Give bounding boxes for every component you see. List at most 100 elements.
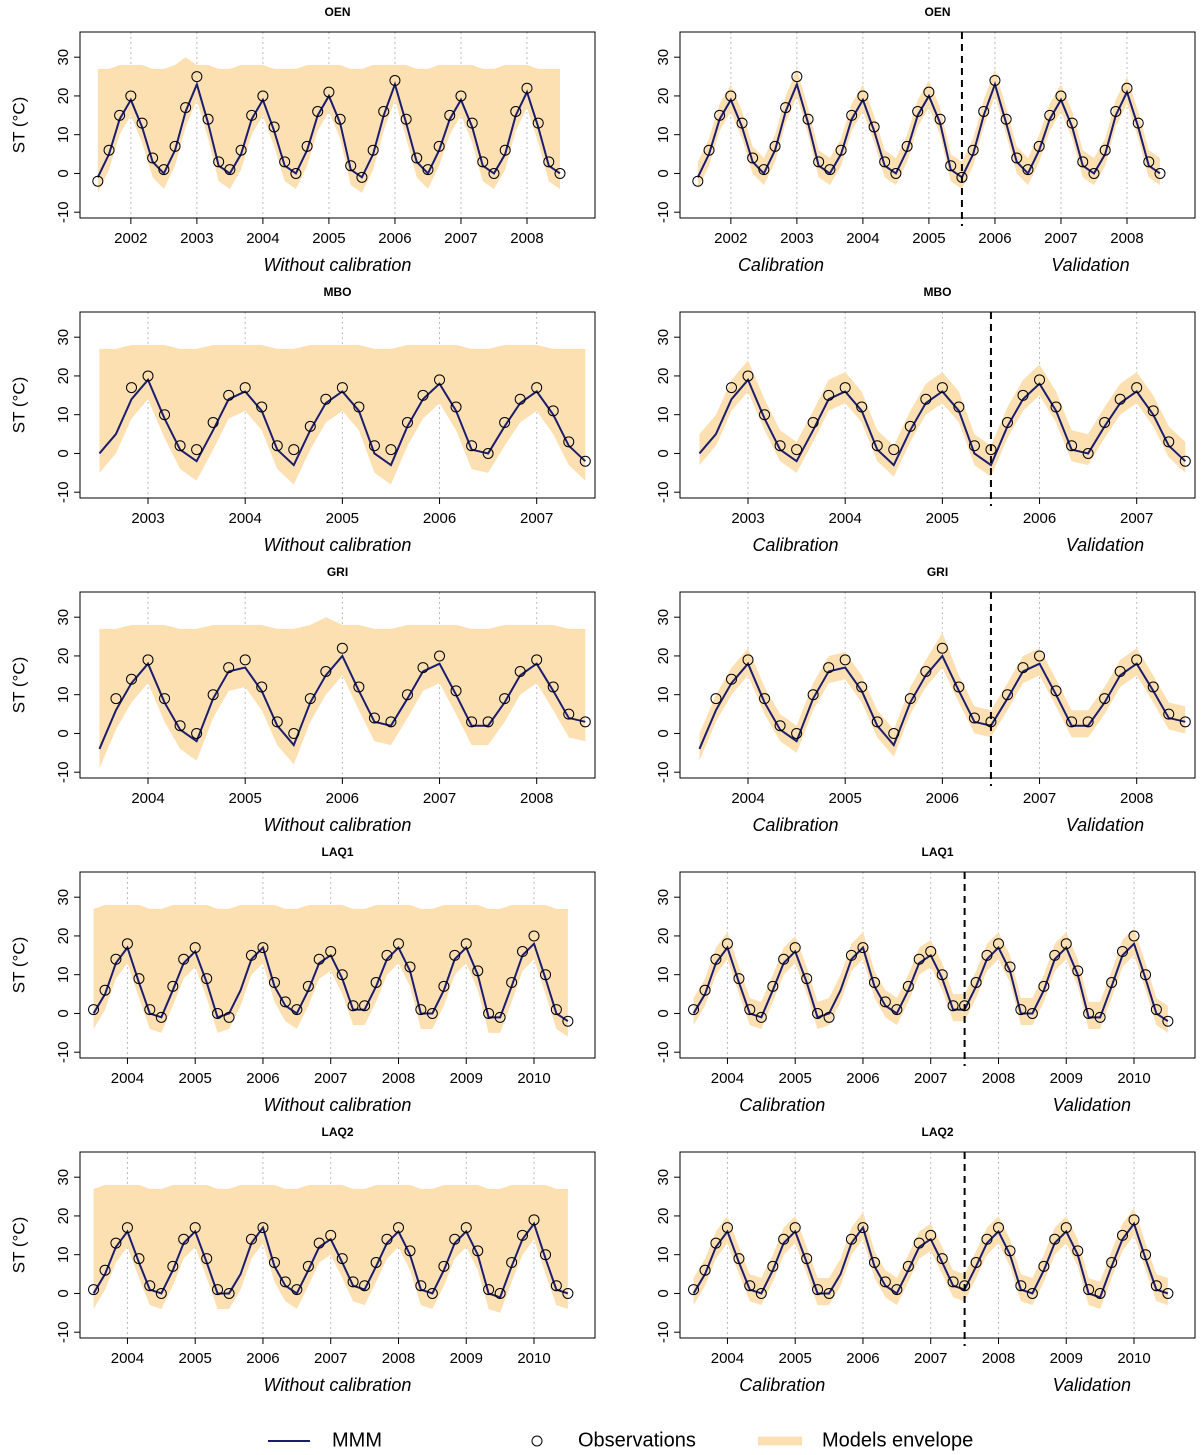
observation [868, 976, 880, 988]
observation [1038, 1260, 1050, 1272]
y-tick-label: 20 [655, 368, 672, 385]
observation [823, 662, 835, 674]
observation [807, 416, 819, 428]
observation [336, 642, 348, 654]
x-tick-label: 2008 [982, 1070, 1015, 1087]
observation [992, 1222, 1004, 1234]
observation [540, 969, 552, 981]
x-tick-label: 2006 [926, 790, 959, 807]
x-tick-label: 2004 [246, 230, 279, 247]
observation [791, 71, 803, 83]
observation [1033, 140, 1045, 152]
observation [823, 1287, 835, 1299]
observation [774, 440, 786, 452]
y-tick-label: 20 [55, 928, 72, 945]
observation [981, 949, 993, 961]
observation [304, 420, 316, 432]
observation [970, 1256, 982, 1268]
observation [936, 382, 948, 394]
y-tick-label: 0 [655, 729, 672, 737]
observation [902, 1260, 914, 1272]
observation [212, 1007, 224, 1019]
x-tick-label: 2002 [714, 230, 747, 247]
plot-box [679, 1151, 1196, 1339]
observation [466, 716, 478, 728]
y-tick-label: -10 [655, 761, 672, 783]
observation [404, 961, 416, 973]
x-tick-label: 2005 [926, 510, 959, 527]
x-tick-label: 2010 [517, 1350, 550, 1367]
y-tick-label: 10 [55, 406, 72, 423]
observation [802, 113, 814, 125]
y-tick-label: 0 [55, 1289, 72, 1297]
observation [325, 945, 337, 957]
plot-box [679, 311, 1196, 499]
observation [178, 953, 190, 965]
plot-box [79, 591, 596, 779]
observation [121, 1222, 133, 1234]
observation [88, 1004, 100, 1016]
observation [433, 140, 445, 152]
observation [1106, 1256, 1118, 1268]
observation [823, 1011, 835, 1023]
x-tick-label: 2004 [131, 790, 164, 807]
observation [392, 1222, 404, 1234]
x-tick-label: 2007 [914, 1070, 947, 1087]
y-tick-label: 20 [655, 928, 672, 945]
observation [947, 1000, 959, 1012]
observation [359, 1280, 371, 1292]
observation [1066, 716, 1078, 728]
observation [347, 1276, 359, 1288]
y-tick-label: 0 [55, 729, 72, 737]
observation [857, 1222, 869, 1234]
observation [747, 152, 759, 164]
models-envelope [99, 344, 586, 485]
observation [411, 152, 423, 164]
observation [434, 650, 446, 662]
observation [1150, 1280, 1162, 1292]
observation [857, 942, 869, 954]
y-tick-label: 10 [55, 1246, 72, 1263]
observation [835, 144, 847, 156]
legend-label: Models envelope [822, 1429, 973, 1451]
x-tick-label: 2003 [180, 230, 213, 247]
observation [547, 405, 559, 417]
observation [426, 1287, 438, 1299]
observation [1114, 393, 1126, 405]
panel-title: GRI [327, 565, 348, 579]
observation [1154, 167, 1166, 179]
models-envelope [697, 68, 1161, 189]
observation [755, 1287, 767, 1299]
observation [245, 1233, 257, 1245]
observation [202, 113, 214, 125]
observation [563, 708, 575, 720]
observation [483, 1007, 495, 1019]
y-tick-label: 20 [655, 1208, 672, 1225]
observation [531, 382, 543, 394]
x-axis-label: Without calibration [264, 815, 412, 835]
observation [472, 965, 484, 977]
observation [313, 1237, 325, 1249]
x-tick-label: 2006 [423, 510, 456, 527]
observation [415, 1280, 427, 1292]
observation [121, 938, 133, 950]
observation [1150, 1004, 1162, 1016]
y-tick-label: 0 [55, 169, 72, 177]
observation [482, 716, 494, 728]
observation [455, 90, 467, 102]
observation [1179, 455, 1191, 467]
observation [901, 140, 913, 152]
observation [460, 938, 472, 950]
observation [801, 1253, 813, 1265]
observation [353, 401, 365, 413]
models-envelope [97, 57, 561, 193]
observation [99, 984, 111, 996]
panel-title: MBO [924, 285, 952, 299]
observation [191, 727, 203, 739]
observation [1083, 1284, 1095, 1296]
x-tick-label: 2005 [326, 510, 359, 527]
observation [370, 1256, 382, 1268]
observation [268, 121, 280, 133]
observation [1050, 685, 1062, 697]
observation [1066, 117, 1078, 129]
